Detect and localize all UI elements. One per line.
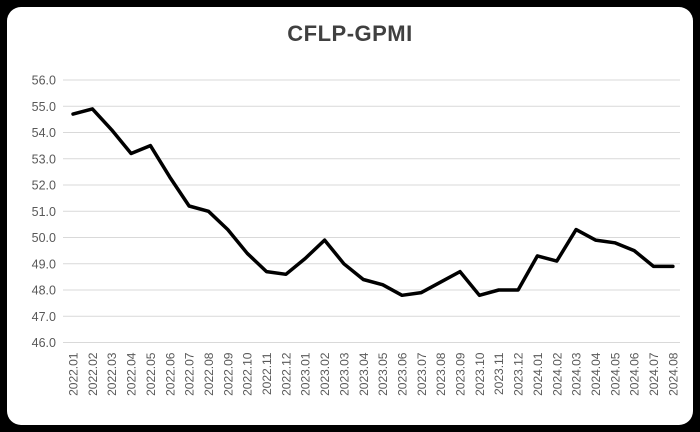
chart-title: CFLP-GPMI	[287, 21, 413, 46]
x-tick-label: 2022.01	[67, 352, 81, 396]
y-tick-label: 54.0	[32, 126, 56, 140]
x-tick-label: 2024.04	[589, 352, 603, 396]
x-tick-label: 2022.02	[86, 352, 100, 396]
x-tick-label: 2023.12	[512, 352, 526, 396]
x-tick-label: 2023.09	[454, 352, 468, 396]
x-tick-label: 2022.06	[163, 352, 177, 396]
y-tick-label: 52.0	[32, 179, 56, 193]
y-tick-label: 51.0	[32, 205, 56, 219]
x-tick-label: 2023.03	[337, 352, 351, 396]
x-tick-label: 2023.05	[376, 352, 390, 396]
gridlines	[63, 79, 680, 343]
x-tick-label: 2022.10	[241, 352, 255, 396]
x-tick-label: 2024.06	[628, 352, 642, 396]
x-tick-label: 2022.11	[260, 352, 274, 395]
x-tick-label: 2023.06	[395, 352, 409, 396]
y-tick-label: 50.0	[32, 231, 56, 245]
x-tick-label: 2024.08	[666, 352, 680, 396]
y-tick-label: 49.0	[32, 257, 56, 271]
series-line	[71, 107, 675, 298]
x-tick-label: 2022.05	[144, 352, 158, 396]
x-tick-label: 2022.03	[105, 352, 119, 396]
y-tick-label: 53.0	[32, 152, 56, 166]
x-tick-label: 2023.08	[434, 352, 448, 396]
y-tick-label: 47.0	[32, 310, 56, 324]
x-axis-labels: 2022.01 2022.02 2022.03 2022.04 2022.05 2022.…	[67, 352, 681, 396]
chart-card: CFLP-GPMI	[7, 7, 693, 425]
x-tick-label: 2023.02	[318, 352, 332, 396]
x-tick-label: 2023.11	[492, 352, 506, 395]
y-tick-label: 48.0	[32, 284, 56, 298]
x-tick-label: 2022.09	[221, 352, 235, 396]
x-tick-label: 2024.01	[531, 352, 545, 396]
x-tick-label: 2023.07	[415, 352, 429, 396]
y-tick-label: 56.0	[32, 74, 56, 88]
x-tick-label: 2022.12	[279, 352, 293, 396]
x-tick-label: 2023.10	[473, 352, 487, 396]
x-tick-label: 2022.07	[183, 352, 197, 396]
x-tick-label: 2022.08	[202, 352, 216, 396]
y-axis-labels: 46.0 47.0 48.0 49.0 50.0 51.0 52.0 53.0 54.0 55.0…	[32, 74, 56, 351]
x-tick-label: 2023.04	[357, 352, 371, 396]
x-tick-label: 2022.04	[125, 352, 139, 396]
x-tick-label: 2024.02	[550, 352, 564, 396]
x-tick-label: 2024.03	[570, 352, 584, 396]
x-tick-label: 2023.01	[299, 352, 313, 396]
x-tick-label: 2024.07	[647, 352, 661, 396]
y-tick-label: 46.0	[32, 336, 56, 350]
y-tick-label: 55.0	[32, 100, 56, 114]
x-tick-label: 2024.05	[608, 352, 622, 396]
